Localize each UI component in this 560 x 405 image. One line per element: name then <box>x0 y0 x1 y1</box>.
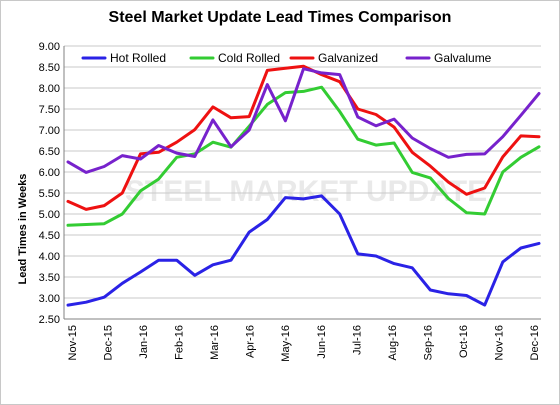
x-tick-label: Nov-15 <box>67 325 79 360</box>
y-tick-label: 7.50 <box>39 104 60 116</box>
y-tick-label: 4.50 <box>39 230 60 242</box>
x-tick-label: Sep-16 <box>422 325 434 360</box>
legend-label: Cold Rolled <box>218 51 280 65</box>
series-line-galvalume <box>66 67 541 174</box>
series-line-hot-rolled <box>66 194 541 307</box>
legend-label: Galvalume <box>434 51 492 65</box>
y-tick-label: 9.00 <box>39 41 60 53</box>
y-tick-label: 3.00 <box>39 293 60 305</box>
x-tick-label: Mar-16 <box>209 325 221 360</box>
x-tick-label: Nov-16 <box>493 325 505 360</box>
x-tick-label: Jul-16 <box>351 325 363 355</box>
y-tick-label: 8.00 <box>39 83 60 95</box>
series-line-cold-rolled <box>66 85 541 227</box>
legend-label: Hot Rolled <box>110 51 166 65</box>
y-tick-label: 4.00 <box>39 251 60 263</box>
y-tick-label: 6.50 <box>39 146 60 158</box>
legend-label: Galvanized <box>318 51 378 65</box>
x-tick-label: Apr-16 <box>245 325 257 358</box>
y-tick-label: 7.00 <box>39 125 60 137</box>
watermark-text: STEEL MARKET UPDATE <box>125 175 487 208</box>
x-tick-label: Aug-16 <box>387 325 399 360</box>
y-tick-label: 5.00 <box>39 209 60 221</box>
y-tick-label: 8.50 <box>39 62 60 74</box>
x-tick-label: Dec-15 <box>103 325 115 360</box>
y-tick-label: 2.50 <box>39 314 60 326</box>
x-tick-label: Jan-16 <box>138 325 150 359</box>
x-tick-label: Feb-16 <box>174 325 186 360</box>
x-tick-label: Oct-16 <box>458 325 470 358</box>
x-tick-label: Dec-16 <box>529 325 541 360</box>
chart-title: Steel Market Update Lead Times Compariso… <box>108 9 452 26</box>
y-tick-label: 3.50 <box>39 272 60 284</box>
y-tick-label: 5.50 <box>39 188 60 200</box>
y-tick-label: 6.00 <box>39 167 60 179</box>
x-tick-label: Jun-16 <box>316 325 328 359</box>
x-tick-label: May-16 <box>280 325 292 362</box>
